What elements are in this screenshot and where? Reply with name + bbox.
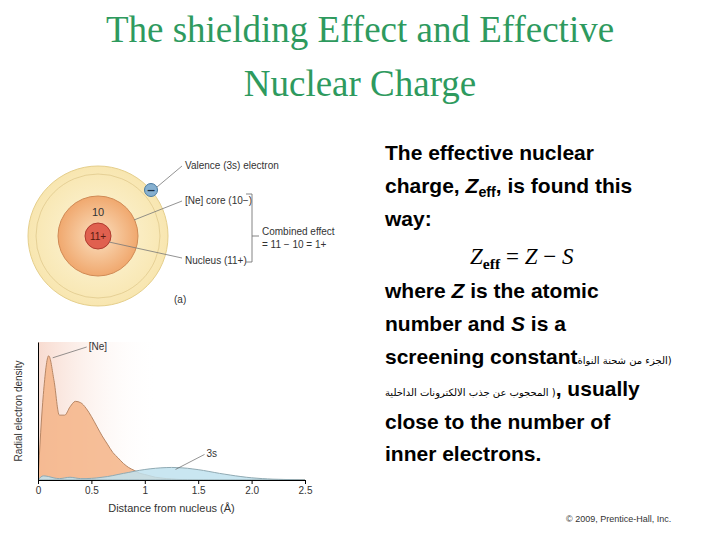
x-axis-line — [39, 481, 306, 485]
ne-core — [58, 196, 138, 276]
body-line: screening constant(الجزء من شحنة النواة — [385, 345, 672, 369]
core-charge: 10 — [92, 206, 104, 218]
x-tick: 1.5 — [192, 480, 206, 496]
text-segment: Z — [525, 244, 538, 269]
text-segment: way: — [385, 207, 432, 230]
body-line: inner electrons. — [385, 442, 541, 466]
x-tick-mark — [145, 480, 146, 484]
area-series — [38, 467, 305, 480]
y-axis-title: Radial electron density — [13, 360, 24, 461]
text-segment: is a — [525, 312, 566, 335]
title-line: Nuclear Charge — [0, 62, 720, 105]
nucleus-label: Nucleus (11+) — [185, 255, 247, 266]
text-segment: charge, — [385, 174, 466, 197]
text-segment: Z — [452, 279, 465, 302]
chart: [Ne] 3s 0 0.5 1 1.5 2.0 2.5 Distance from nucleu… — [13, 341, 313, 514]
text-segment: where — [385, 279, 452, 302]
formula: Zeff = Z − S — [470, 244, 573, 273]
leader-line — [109, 242, 182, 258]
area-series — [38, 356, 305, 480]
slide: 11+10−Valence (3s) electron[Ne] core (10… — [0, 0, 720, 540]
x-axis-title: Distance from nucleus (Å) — [108, 502, 235, 514]
series-label: 3s — [207, 448, 218, 459]
combined-effect: = 11 − 10 = 1+ — [262, 239, 326, 250]
atom-diagram: 11+ 10 − Valence (3s) electron [Ne] core (10… — [28, 160, 335, 306]
x-tick: 0.5 — [85, 480, 99, 496]
x-tick: 2.0 — [245, 480, 259, 496]
combined-effect: Combined effect — [262, 226, 335, 237]
text-segment: − — [537, 244, 561, 269]
series-label: [Ne] — [89, 341, 108, 352]
y-axis — [38, 343, 39, 481]
body-line: where Z is the atomic — [385, 279, 599, 303]
orbit — [36, 174, 160, 298]
x-tick: 1 — [143, 480, 149, 496]
x-tick-label: 1.5 — [192, 485, 206, 496]
x-tick-label: 0 — [36, 485, 42, 496]
body-line: The effective nuclear — [385, 141, 594, 165]
text-segment: (الجزء من شحنة النواة — [578, 355, 672, 366]
y-axis-line — [38, 343, 39, 481]
body-line: ( المحجوب عن جذب الالكترونات الداخلية, u… — [385, 377, 640, 401]
text-segment: Z — [466, 174, 479, 197]
text-segment: , is found this — [496, 174, 633, 197]
core-label: [Ne] core (10−) — [185, 195, 252, 206]
nucleus-charge: 11+ — [90, 231, 106, 242]
x-tick: 0 — [36, 480, 42, 496]
text-segment: ( المحجوب عن جذب الالكترونات الداخلية — [385, 387, 556, 398]
body-line: way: — [385, 207, 432, 231]
x-tick-mark — [305, 480, 306, 484]
plot-area — [38, 356, 305, 480]
text-segment: S — [562, 244, 574, 269]
valence-shell — [28, 166, 168, 306]
text-segment: screening constant — [385, 345, 578, 368]
body-line: number and S is a — [385, 312, 566, 336]
leader-line — [134, 201, 182, 220]
credit: © 2009, Prentice-Hall, Inc. — [566, 514, 671, 524]
x-tick-mark — [38, 480, 39, 484]
bracket — [246, 194, 259, 262]
text-segment: The effective nuclear — [385, 141, 594, 164]
electron-sign: − — [146, 184, 155, 197]
x-tick: 2.5 — [299, 480, 313, 496]
x-tick-mark — [91, 480, 92, 484]
label-leader — [53, 347, 87, 358]
valence-label: Valence (3s) electron — [185, 160, 279, 171]
text-segment: Z — [470, 244, 483, 269]
text-segment: = — [500, 244, 524, 269]
text-segment: S — [511, 312, 525, 335]
title-line: The shielding Effect and Effective — [0, 8, 720, 51]
x-tick-mark — [198, 480, 199, 484]
x-tick-label: 2.0 — [245, 485, 259, 496]
text-segment: eff — [483, 255, 500, 272]
x-axis: 0 0.5 1 1.5 2.0 2.5 — [36, 480, 313, 496]
leader-line — [157, 166, 182, 187]
x-tick-label: 1 — [143, 485, 149, 496]
panel-label: (a) — [174, 294, 186, 305]
x-tick-label: 0.5 — [85, 485, 99, 496]
label-leader — [176, 454, 205, 469]
body-line: close to the number of — [385, 410, 610, 434]
text-segment: close to the number of — [385, 410, 610, 433]
text-segment: eff — [478, 184, 495, 200]
x-tick-mark — [252, 480, 253, 484]
nucleus — [85, 223, 111, 249]
x-tick-label: 2.5 — [299, 485, 313, 496]
text-segment: , usually — [556, 377, 640, 400]
text-segment: number and — [385, 312, 511, 335]
text-segment: inner electrons. — [385, 442, 541, 465]
electron — [145, 184, 158, 197]
body-line: charge, Zeff, is found this — [385, 174, 632, 200]
text-segment: is the atomic — [464, 279, 598, 302]
